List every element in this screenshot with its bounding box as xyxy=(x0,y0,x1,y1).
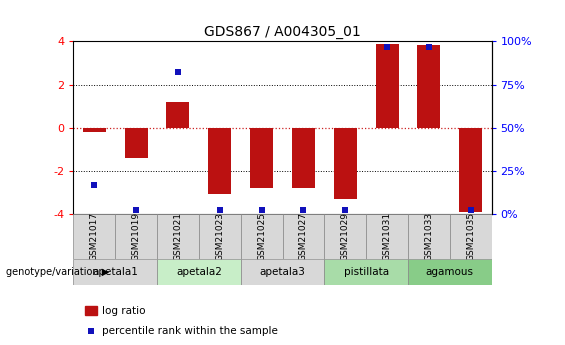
Bar xyxy=(376,43,398,128)
Bar xyxy=(418,45,440,128)
Bar xyxy=(157,259,241,285)
Bar xyxy=(73,214,115,259)
Bar xyxy=(85,306,97,315)
Bar xyxy=(408,214,450,259)
Bar xyxy=(115,214,157,259)
Bar xyxy=(366,214,408,259)
Bar xyxy=(292,128,315,188)
Bar xyxy=(450,214,492,259)
Bar xyxy=(324,214,366,259)
Bar xyxy=(208,128,231,195)
Text: GSM21025: GSM21025 xyxy=(257,212,266,261)
Bar xyxy=(282,214,324,259)
Bar xyxy=(324,259,408,285)
Text: GSM21029: GSM21029 xyxy=(341,212,350,261)
Text: GSM21023: GSM21023 xyxy=(215,212,224,261)
Text: genotype/variation ▶: genotype/variation ▶ xyxy=(6,267,109,276)
Bar xyxy=(241,214,282,259)
Text: GSM21031: GSM21031 xyxy=(383,212,392,261)
Bar xyxy=(157,214,199,259)
Bar xyxy=(83,128,106,132)
Text: GSM21027: GSM21027 xyxy=(299,212,308,261)
Bar xyxy=(408,259,492,285)
Bar xyxy=(334,128,357,199)
Bar xyxy=(167,102,189,128)
Bar xyxy=(199,214,241,259)
Bar xyxy=(125,128,147,158)
Text: apetala2: apetala2 xyxy=(176,267,222,277)
Bar xyxy=(241,259,324,285)
Bar xyxy=(459,128,482,212)
Text: GSM21033: GSM21033 xyxy=(424,212,433,261)
Bar xyxy=(73,259,157,285)
Text: pistillata: pistillata xyxy=(344,267,389,277)
Text: GSM21035: GSM21035 xyxy=(466,212,475,261)
Text: GSM21021: GSM21021 xyxy=(173,212,182,261)
Text: agamous: agamous xyxy=(426,267,473,277)
Text: apetala1: apetala1 xyxy=(92,267,138,277)
Text: log ratio: log ratio xyxy=(102,306,145,315)
Bar xyxy=(250,128,273,188)
Text: GSM21017: GSM21017 xyxy=(90,212,99,261)
Text: GSM21019: GSM21019 xyxy=(132,212,141,261)
Text: percentile rank within the sample: percentile rank within the sample xyxy=(102,326,277,336)
Text: apetala3: apetala3 xyxy=(259,267,306,277)
Title: GDS867 / A004305_01: GDS867 / A004305_01 xyxy=(204,25,361,39)
